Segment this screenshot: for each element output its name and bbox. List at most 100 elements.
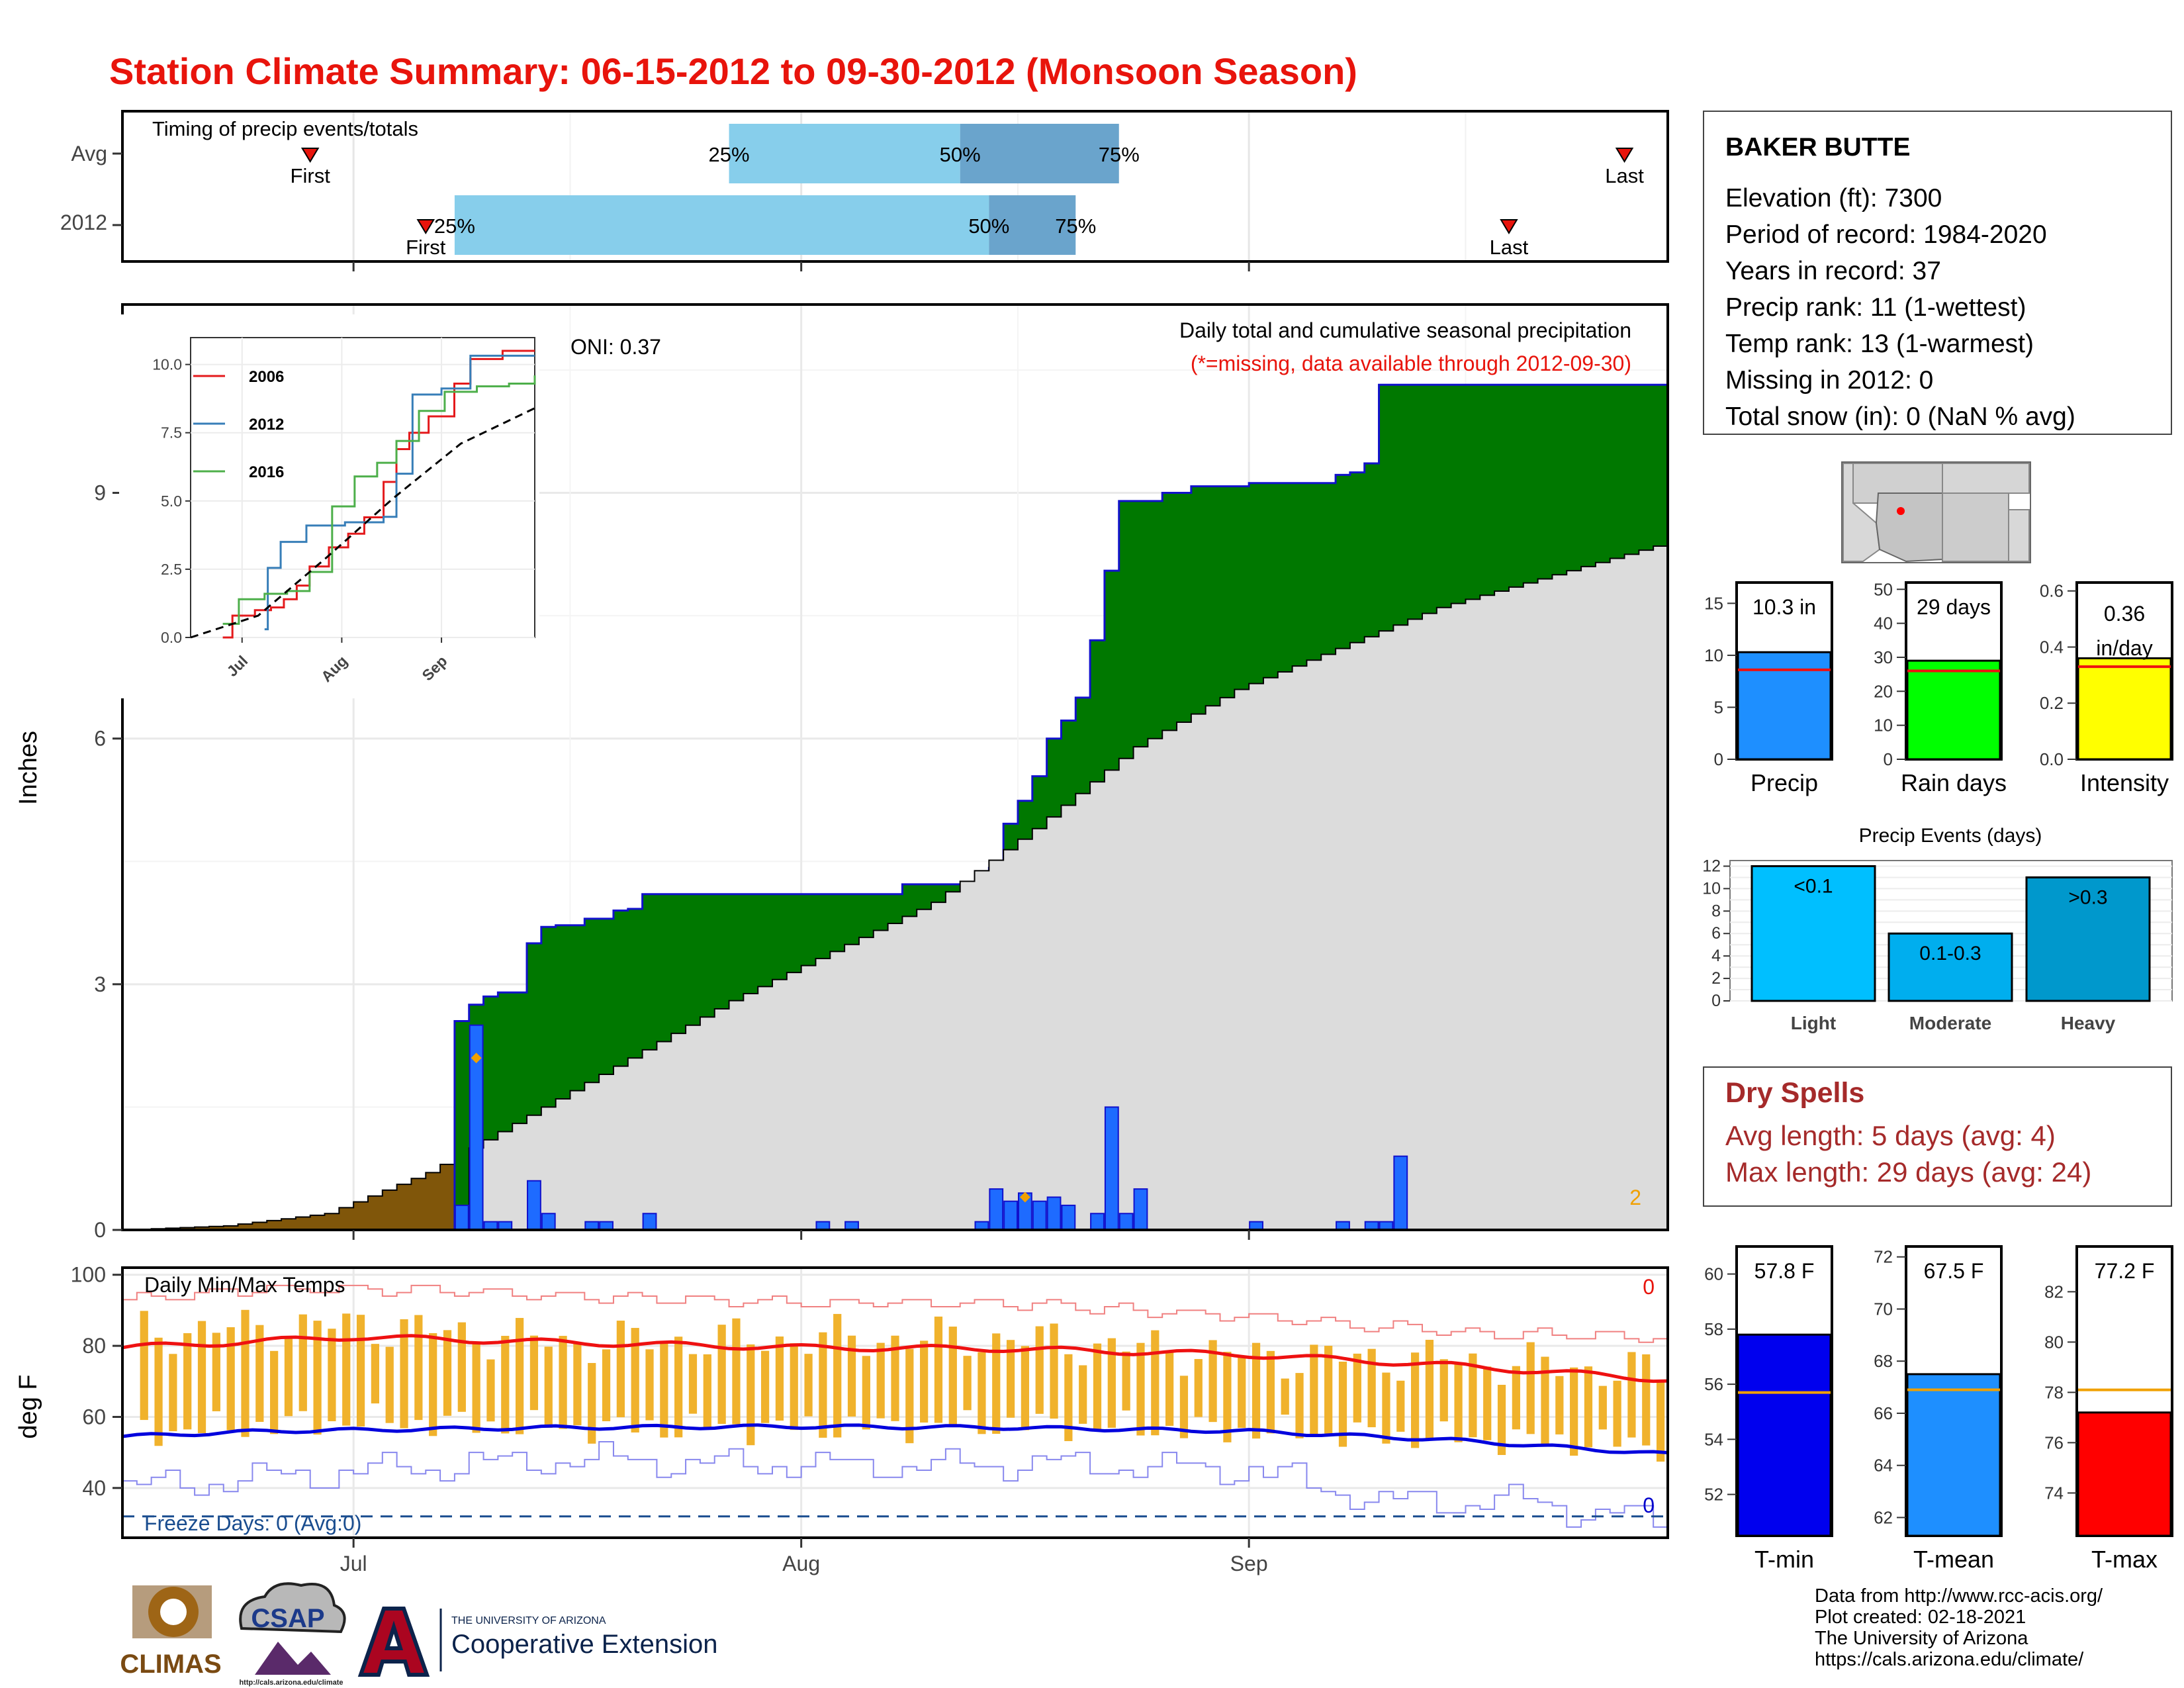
temp-range-bar-77 (1238, 1357, 1246, 1429)
temp-range-bar-63 (1035, 1326, 1044, 1414)
timing-p50-label-0: 50% (940, 143, 981, 166)
precip-caption: Daily total and cumulative seasonal prec… (1179, 318, 1631, 342)
sbar-rain-days-y-tick-label-5: 50 (1874, 579, 1893, 599)
sbar-intensity-y-tick-label-0: 0.0 (2040, 749, 2064, 769)
footer-credits: Data from http://www.rcc-acis.org/ Plot … (1815, 1585, 2103, 1670)
inset-line-avg (190, 407, 535, 639)
temp-range-bar-45 (775, 1336, 784, 1421)
temp-y-tick-label-0: 40 (82, 1476, 106, 1500)
tbar-t-max-value-label: 77.2 F (2095, 1259, 2155, 1283)
inset-y-tick-label-4: 10.0 (152, 356, 182, 373)
temp-range-bar-39 (688, 1354, 698, 1414)
tbar-t-min-y-tick-label-4: 60 (1704, 1264, 1723, 1284)
locator-map (1841, 461, 2031, 563)
temp-range-bar-25 (486, 1359, 495, 1422)
temp-range-bar-65 (1064, 1354, 1073, 1442)
tbar-t-max-y-tick-label-4: 82 (2044, 1282, 2064, 1301)
station-info-box: BAKER BUTTE Elevation (ft): 7300 Period … (1703, 111, 2172, 435)
tbar-t-min-name: T-min (1754, 1546, 1814, 1573)
temp-range-bar-96 (1512, 1366, 1520, 1430)
average-tmax-line (122, 1334, 1668, 1383)
temp-range-bar-32 (588, 1363, 596, 1444)
precip-events-bar-heavy (2025, 876, 2151, 1002)
temp-range-bar-36 (645, 1349, 654, 1421)
temp-range-bar-8 (241, 1309, 250, 1437)
tbar-t-max-y-tick-label-0: 74 (2044, 1483, 2064, 1503)
climas-logo: CLIMAS (120, 1585, 222, 1679)
temp-range-bar-33 (602, 1349, 611, 1421)
temp-range-bar-69 (1122, 1351, 1130, 1411)
precip-panel-border (121, 303, 1669, 1231)
temp-range-bar-34 (616, 1321, 625, 1417)
inset-legend: 2006 2012 2016 (193, 368, 284, 481)
dry-spells-max: Max length: 29 days (avg: 24) (1725, 1156, 2091, 1188)
precip-events-category-moderate: Moderate (1909, 1013, 1991, 1033)
timing-first-marker-1 (416, 219, 435, 234)
sbar-intensity-value-unit: in/day (2096, 636, 2152, 660)
temp-range-bar-15 (342, 1313, 351, 1426)
temp-range-bar-59 (978, 1352, 986, 1434)
station-missing: Missing in 2012: 0 (1725, 366, 1933, 395)
temp-range-bar-7 (226, 1327, 235, 1430)
temp-range-bar-80 (1281, 1378, 1289, 1415)
temp-range-bar-57 (948, 1327, 957, 1427)
daily-median-marker-1 (1019, 1192, 1030, 1203)
precip-events-y-tick-label-3: 6 (1711, 924, 1721, 943)
temp-range-bar-64 (1050, 1323, 1058, 1419)
temp-lines (122, 1284, 1668, 1531)
summary-bars: 0 5 10 15 10.3 in Precip 0 10 20 30 40 50 29 days Rai… (1704, 579, 2173, 796)
sbar-rain-days-y-tick-label-1: 10 (1874, 716, 1893, 735)
temp-range-bar-99 (1555, 1376, 1564, 1434)
tbar-t-max-y-tick-label-3: 80 (2044, 1332, 2064, 1352)
precip-events-y-tick-label-6: 12 (1702, 857, 1721, 875)
temp-range-bar-16 (356, 1315, 365, 1427)
temp-range-bar-48 (819, 1332, 827, 1438)
temp-summary-bars: 52 54 56 58 60 57.8 F T-min 62 64 66 68 70 72 67.5 F T… (1704, 1245, 2173, 1573)
timing-label-avg: Avg (71, 142, 107, 165)
daily-precip-bar-19 (1104, 1106, 1119, 1231)
sbar-intensity-value-bar (2077, 657, 2172, 761)
daily-precip-bar-12 (989, 1188, 1004, 1231)
inset-y-tick-label-3: 7.5 (161, 424, 182, 442)
timing-last-marker-1 (1500, 219, 1518, 234)
temp-range-bar-41 (717, 1325, 726, 1425)
temp-range-bar-55 (920, 1340, 929, 1423)
temp-range-bar-68 (1107, 1338, 1116, 1428)
temp-range-bar-21 (429, 1333, 437, 1436)
temp-range-bar-78 (1251, 1342, 1261, 1439)
inset-line-2012 (264, 354, 535, 631)
precip-y-tick-label-0: 0 (94, 1218, 106, 1242)
temp-count-top: 0 (1643, 1275, 1655, 1299)
daily-precip-bar-18 (1090, 1213, 1105, 1231)
tbar-t-min-y-tick-label-1: 54 (1704, 1429, 1723, 1449)
oni-value: ONI: 0.37 (570, 335, 661, 359)
temp-range-bar-2 (154, 1337, 163, 1446)
sbar-rain-days-y-tick-label-0: 0 (1884, 749, 1893, 769)
footer-line-data-source: Data from http://www.rcc-acis.org/ (1815, 1585, 2103, 1607)
tbar-t-max-value-bar (2077, 1411, 2172, 1537)
precip-y-tick-label-2: 6 (94, 727, 106, 751)
temp-range-bar-50 (847, 1335, 856, 1417)
sbar-precip-y-tick-label-0: 0 (1714, 749, 1723, 769)
precip-events-y-tick-label-2: 4 (1711, 947, 1721, 965)
precip-y-axis: 0 3 6 9 (94, 481, 1250, 1242)
temp-range-bar-19 (400, 1319, 408, 1429)
temp-range-bar-90 (1425, 1339, 1434, 1441)
precip-events-bars: 0 2 4 6 8 10 12 <0.1 Light 0.1-0.3 Moderate >0.3 Hea… (1702, 857, 2173, 1033)
tbar-t-mean-y-tick-label-0: 62 (1874, 1507, 1893, 1527)
sbar-rain-days-y-tick-label-3: 30 (1874, 647, 1893, 667)
inset-gridlines (191, 338, 535, 638)
temp-range-bar-83 (1324, 1346, 1333, 1434)
temp-range-bar-86 (1367, 1348, 1376, 1428)
temp-title: Daily Min/Max Temps (144, 1273, 345, 1297)
sbar-intensity-y-tick-label-3: 0.6 (2040, 581, 2064, 601)
date-x-tick-label-2: Sep (1230, 1552, 1268, 1575)
timing-p75-label-0: 75% (1099, 143, 1140, 166)
temp-range-bar-67 (1093, 1343, 1102, 1429)
sbar-rain-days-name: Rain days (1901, 769, 2007, 796)
precip-events-category-heavy: Heavy (2061, 1013, 2116, 1033)
inset-y-tick-label-1: 2.5 (161, 561, 182, 578)
sbar-intensity-y-tick-label-1: 0.2 (2040, 693, 2064, 713)
temp-range-bar-102 (1598, 1385, 1607, 1430)
